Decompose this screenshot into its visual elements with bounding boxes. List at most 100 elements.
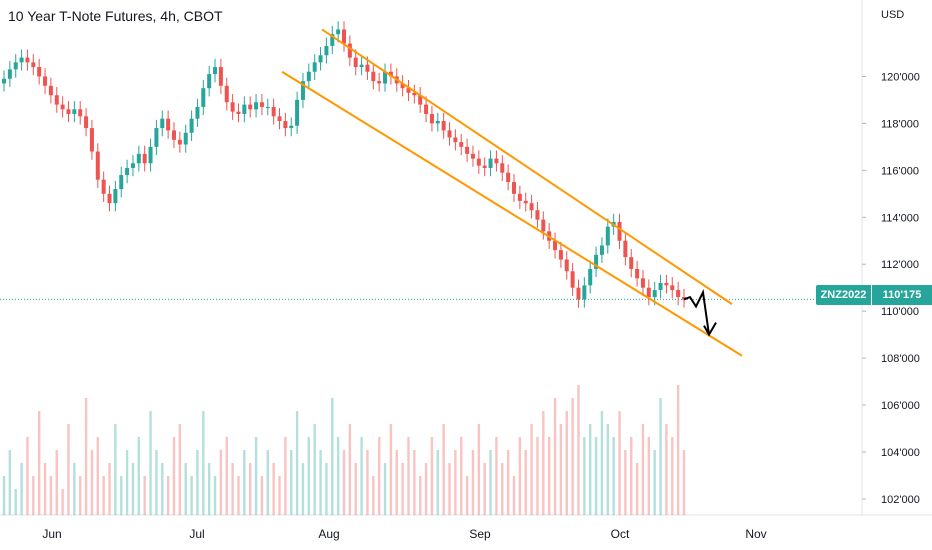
candle-body (629, 257, 634, 269)
volume-bar (278, 476, 281, 515)
volume-bar (61, 489, 64, 515)
candle-body (207, 74, 212, 89)
candle-body (482, 165, 487, 168)
volume-bar (430, 437, 434, 515)
candle-body (476, 158, 481, 166)
price-tick-label: 108'000 (881, 353, 920, 365)
volume-bar (202, 411, 205, 515)
candle-body (465, 146, 470, 154)
volume-bar (32, 476, 35, 515)
candle-body (66, 109, 71, 114)
volume-bar (37, 411, 41, 515)
volume-bar (266, 450, 269, 515)
projection-arrowhead (703, 322, 717, 337)
price-tick-label: 102'000 (881, 494, 920, 506)
candle-body (605, 226, 610, 246)
volume-bar (671, 437, 674, 515)
volume-bar (354, 463, 357, 515)
candle-body (230, 102, 235, 112)
candle-body (553, 240, 558, 251)
candle-body (371, 71, 376, 82)
candle-body (512, 182, 516, 194)
candle-body (172, 130, 176, 140)
candle-body (441, 121, 446, 131)
volume-bar (389, 424, 393, 515)
volume-bar (377, 437, 381, 515)
candle-body (7, 69, 12, 79)
candle-body (89, 128, 94, 152)
volume-bar (348, 424, 352, 515)
volume-bar (553, 398, 557, 515)
volume-bar (2, 476, 6, 515)
candle-body (330, 34, 335, 46)
candle-body (259, 102, 264, 107)
candle-body (635, 268, 640, 279)
volume-bar (465, 476, 469, 515)
candle-body (300, 81, 305, 100)
candle-body (25, 57, 30, 63)
volume-bar (489, 450, 492, 515)
candle-body (646, 287, 651, 298)
candle-body (500, 163, 505, 173)
candle-body (424, 104, 429, 114)
volume-bar (571, 398, 574, 515)
candle-body (623, 240, 628, 258)
price-tick-label: 118'000 (881, 118, 919, 130)
drawings[interactable] (281, 28, 743, 357)
candle-body (388, 71, 393, 77)
candle-body (576, 287, 581, 300)
candle-body (347, 43, 352, 58)
candle-body (254, 102, 259, 110)
price-tick-label: 104'000 (881, 447, 920, 459)
candle-body (494, 158, 499, 164)
volume-bar (319, 450, 322, 515)
time-tick-label: Aug (318, 527, 339, 541)
volume-bar (313, 424, 316, 515)
candle-body (459, 142, 464, 147)
volume-bar (653, 450, 656, 515)
candle-body (523, 200, 528, 204)
volume-bar (483, 463, 486, 515)
currency-label: USD (881, 9, 905, 21)
volume-bar (14, 489, 17, 515)
candle-body (107, 193, 112, 204)
price-tick-label: 116'000 (881, 165, 919, 177)
volume-bar (8, 450, 12, 515)
volume-bar (20, 463, 23, 515)
candle-body (670, 285, 675, 291)
volume-bar (125, 450, 129, 515)
candle-body (617, 221, 622, 241)
candle-body (119, 175, 124, 190)
volume-bar (325, 463, 328, 515)
candle-body (43, 76, 48, 86)
volume-bar (594, 437, 598, 515)
volume-bar (225, 437, 228, 515)
candle-body (136, 153, 141, 164)
candle-body (353, 57, 358, 68)
volume-bar (419, 476, 422, 515)
volume-bar (635, 463, 639, 515)
price-axis[interactable]: 120'000 118'000 116'000 114'000 112'000 110'0… (862, 71, 920, 506)
volume-bar (190, 476, 193, 515)
volume-bar (618, 411, 621, 515)
time-tick-label: Sep (469, 527, 491, 541)
chart-title: 10 Year T-Note Futures, 4h, CBOT (8, 8, 223, 24)
volume-bar (67, 424, 70, 515)
volume-bar (149, 411, 152, 515)
time-tick-label: Oct (611, 527, 630, 541)
volume-bars (2, 385, 686, 515)
candle-body (588, 268, 593, 286)
volume-bar (143, 476, 146, 515)
candle-body (570, 271, 575, 288)
candle-body (130, 163, 135, 168)
candle-body (13, 62, 18, 70)
volume-bar (624, 450, 627, 515)
time-axis[interactable]: Jun Jul Aug Sep Oct Nov (42, 527, 766, 541)
candle-body (283, 121, 288, 129)
volume-bar (547, 437, 551, 515)
symbol-badge: ZNZ2022 (816, 285, 871, 305)
candle-body (224, 85, 229, 103)
candle-body (599, 245, 604, 255)
candle-body (54, 95, 59, 105)
